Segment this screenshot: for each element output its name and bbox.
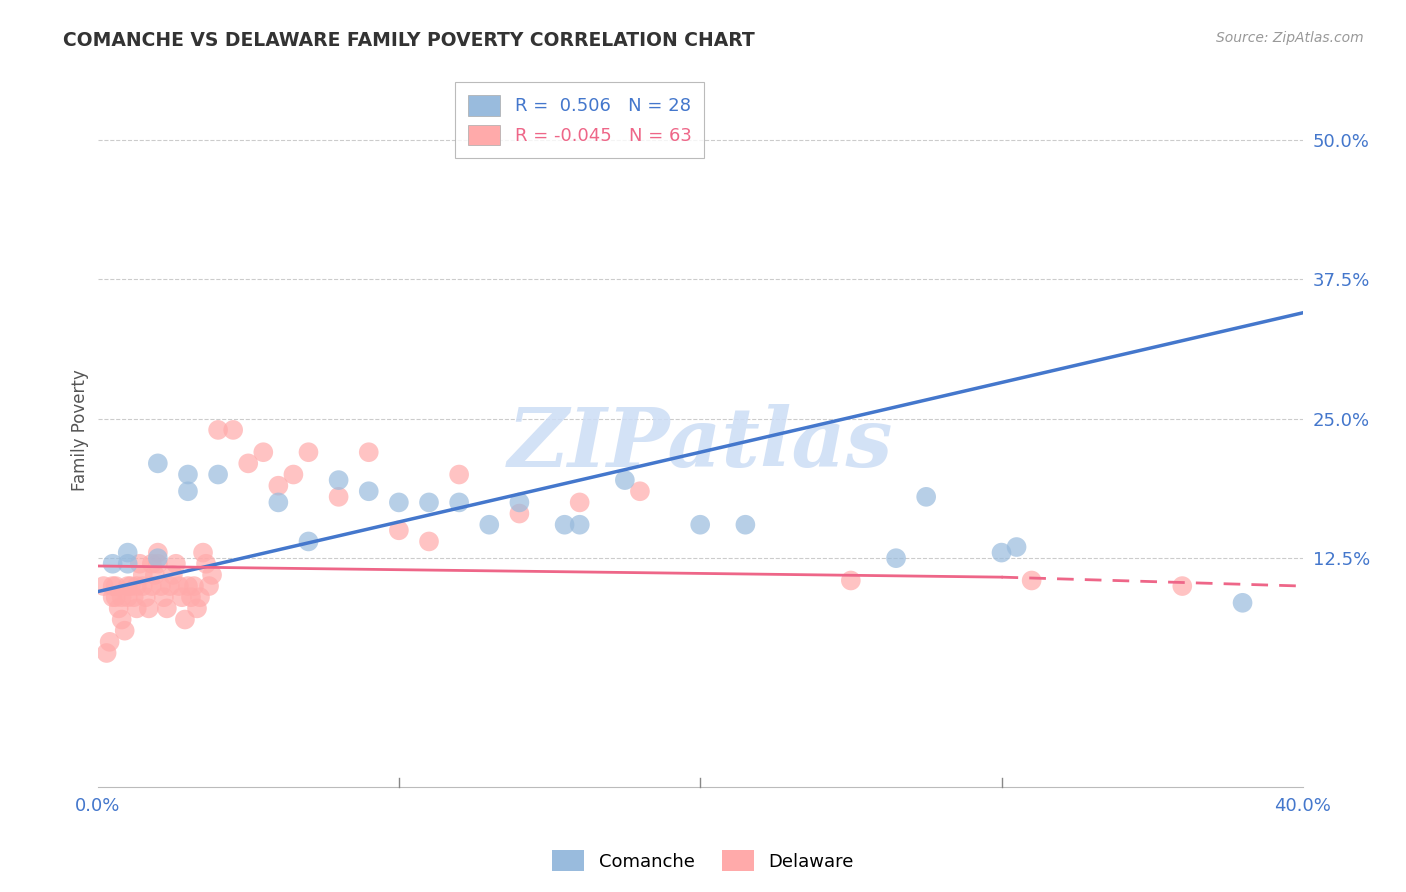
Point	[297, 445, 319, 459]
Y-axis label: Family Poverty: Family Poverty	[72, 369, 89, 491]
Point	[101, 579, 124, 593]
Point	[101, 557, 124, 571]
Legend: Comanche, Delaware: Comanche, Delaware	[544, 843, 862, 879]
Point	[146, 557, 169, 571]
Point	[188, 591, 211, 605]
Point	[201, 568, 224, 582]
Point	[170, 591, 193, 605]
Point	[93, 579, 115, 593]
Point	[191, 546, 214, 560]
Point	[132, 579, 155, 593]
Point	[884, 551, 907, 566]
Point	[328, 473, 350, 487]
Point	[186, 601, 208, 615]
Point	[478, 517, 501, 532]
Point	[357, 484, 380, 499]
Text: ZIPatlas: ZIPatlas	[508, 404, 893, 484]
Point	[449, 495, 471, 509]
Legend: R =  0.506   N = 28, R = -0.045   N = 63: R = 0.506 N = 28, R = -0.045 N = 63	[456, 82, 704, 158]
Point	[207, 423, 229, 437]
Point	[1021, 574, 1043, 588]
Point	[183, 579, 205, 593]
Point	[132, 568, 155, 582]
Point	[180, 591, 202, 605]
Point	[146, 546, 169, 560]
Point	[388, 524, 411, 538]
Point	[1232, 596, 1254, 610]
Point	[117, 591, 139, 605]
Point	[143, 568, 166, 582]
Point	[114, 624, 136, 638]
Point	[177, 467, 200, 482]
Point	[418, 495, 440, 509]
Point	[1005, 540, 1028, 554]
Point	[111, 591, 134, 605]
Point	[149, 579, 172, 593]
Text: COMANCHE VS DELAWARE FAMILY POVERTY CORRELATION CHART: COMANCHE VS DELAWARE FAMILY POVERTY CORR…	[63, 31, 755, 50]
Point	[165, 557, 187, 571]
Point	[104, 579, 127, 593]
Point	[146, 551, 169, 566]
Point	[135, 591, 157, 605]
Point	[117, 546, 139, 560]
Point	[195, 557, 218, 571]
Point	[283, 467, 305, 482]
Point	[418, 534, 440, 549]
Point	[122, 591, 145, 605]
Point	[138, 601, 160, 615]
Point	[357, 445, 380, 459]
Point	[990, 546, 1012, 560]
Point	[98, 635, 121, 649]
Point	[107, 601, 129, 615]
Point	[141, 579, 163, 593]
Point	[159, 579, 181, 593]
Point	[508, 495, 530, 509]
Point	[915, 490, 938, 504]
Point	[568, 517, 591, 532]
Point	[120, 579, 142, 593]
Point	[1171, 579, 1194, 593]
Point	[734, 517, 756, 532]
Point	[162, 568, 184, 582]
Point	[449, 467, 471, 482]
Point	[96, 646, 118, 660]
Point	[125, 579, 148, 593]
Point	[207, 467, 229, 482]
Point	[613, 473, 636, 487]
Point	[141, 557, 163, 571]
Point	[508, 507, 530, 521]
Text: Source: ZipAtlas.com: Source: ZipAtlas.com	[1216, 31, 1364, 45]
Point	[104, 591, 127, 605]
Point	[297, 534, 319, 549]
Point	[153, 591, 176, 605]
Point	[117, 579, 139, 593]
Point	[267, 478, 290, 492]
Point	[839, 574, 862, 588]
Point	[111, 613, 134, 627]
Point	[167, 579, 190, 593]
Point	[117, 557, 139, 571]
Point	[554, 517, 576, 532]
Point	[146, 456, 169, 470]
Point	[328, 490, 350, 504]
Point	[198, 579, 221, 593]
Point	[156, 601, 179, 615]
Point	[174, 613, 197, 627]
Point	[238, 456, 260, 470]
Point	[267, 495, 290, 509]
Point	[689, 517, 711, 532]
Point	[252, 445, 274, 459]
Point	[222, 423, 245, 437]
Point	[128, 557, 150, 571]
Point	[628, 484, 651, 499]
Point	[388, 495, 411, 509]
Point	[177, 484, 200, 499]
Point	[568, 495, 591, 509]
Point	[125, 601, 148, 615]
Point	[177, 579, 200, 593]
Point	[101, 591, 124, 605]
